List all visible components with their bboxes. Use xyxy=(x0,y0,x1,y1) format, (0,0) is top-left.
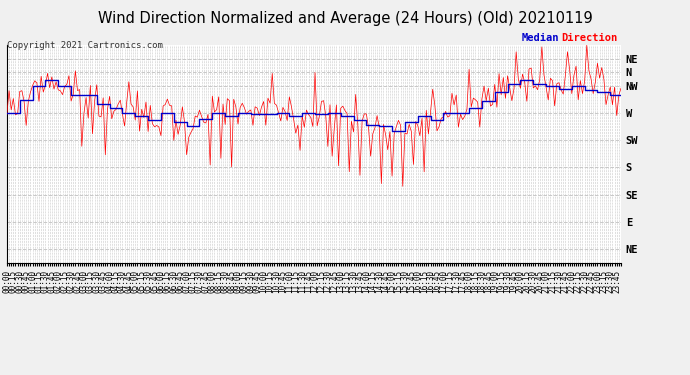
Text: Copyright 2021 Cartronics.com: Copyright 2021 Cartronics.com xyxy=(7,41,163,50)
Text: Wind Direction Normalized and Average (24 Hours) (Old) 20210119: Wind Direction Normalized and Average (2… xyxy=(97,11,593,26)
Text: Median: Median xyxy=(522,33,560,43)
Text: Direction: Direction xyxy=(562,33,618,43)
